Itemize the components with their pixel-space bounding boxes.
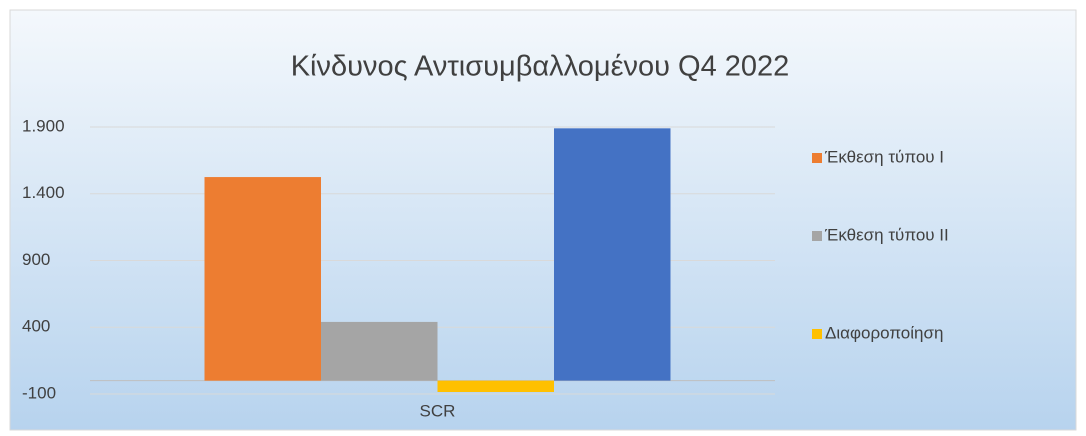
y-tick-label: -100 — [22, 383, 56, 402]
y-tick-label: 900 — [22, 250, 50, 269]
legend-label: Έκθεση τύπου Ι — [824, 147, 944, 166]
legend-label: Έκθεση τύπου ΙΙ — [824, 225, 949, 244]
bar — [321, 321, 438, 381]
chart-title: Κίνδυνος Αντισυμβαλλομένου Q4 2022 — [291, 51, 790, 83]
bar — [554, 128, 671, 381]
y-tick-label: 1.900 — [22, 116, 65, 135]
x-tick-label: SCR — [420, 401, 456, 420]
legend-swatch — [812, 329, 822, 339]
y-tick-label: 400 — [22, 317, 50, 336]
y-tick-label: 1.400 — [22, 183, 65, 202]
bar — [437, 380, 554, 392]
legend-label: Διαφοροποίηση — [825, 323, 943, 342]
legend-swatch — [812, 153, 822, 163]
legend-swatch — [812, 231, 822, 241]
chart-area — [9, 9, 1077, 431]
bar — [204, 177, 321, 381]
